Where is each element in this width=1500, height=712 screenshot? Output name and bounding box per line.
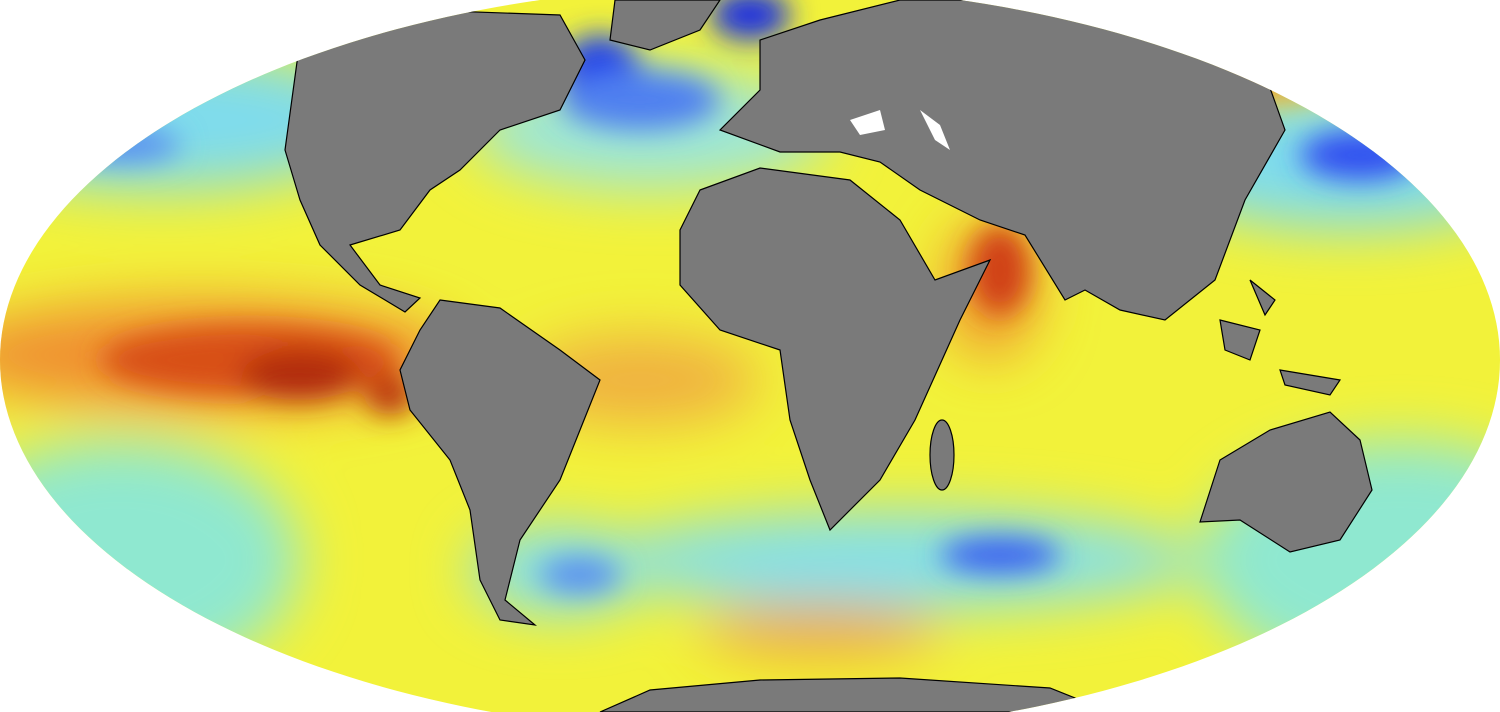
africa bbox=[679, 167, 992, 532]
madagascar bbox=[929, 419, 955, 491]
inland-seas bbox=[850, 110, 950, 150]
landmasses bbox=[284, 0, 1373, 712]
south-america bbox=[399, 299, 601, 626]
greenland bbox=[609, 0, 722, 51]
north-america bbox=[284, 9, 586, 313]
australia bbox=[1199, 411, 1373, 553]
antarctica bbox=[599, 677, 1111, 712]
eurasia bbox=[718, 0, 1286, 321]
southeast-asia-islands bbox=[1219, 279, 1342, 396]
